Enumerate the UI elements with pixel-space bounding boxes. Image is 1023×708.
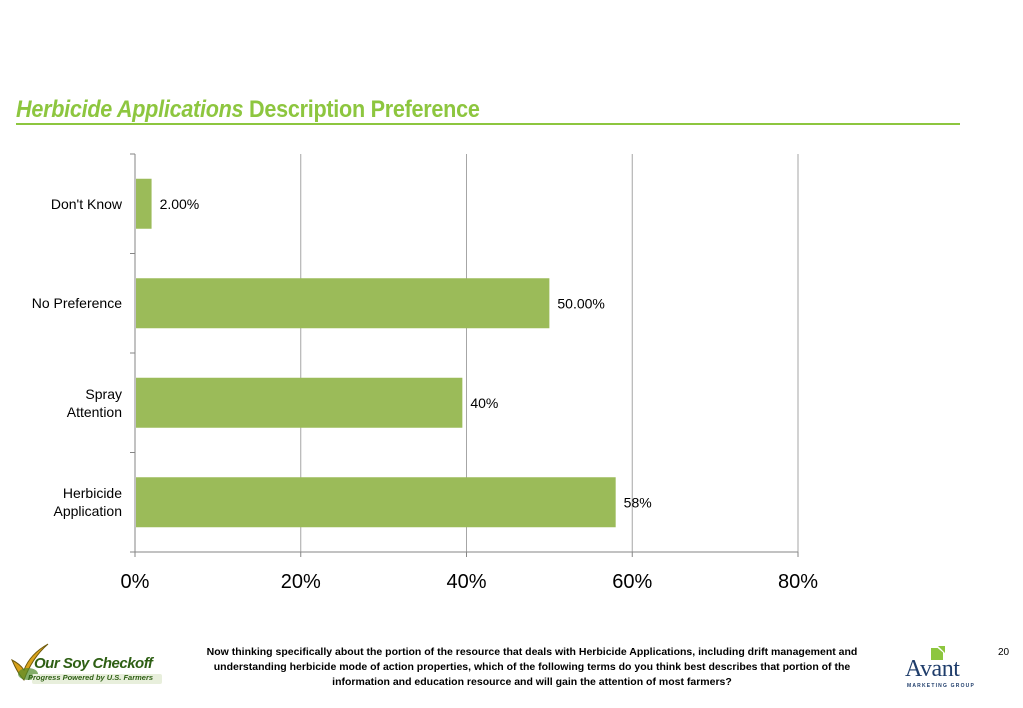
avant-logo-tagline: MARKETING GROUP: [907, 683, 975, 689]
avant-logo-name: Avant: [905, 656, 960, 682]
x-tick-label: 0%: [121, 571, 150, 593]
category-label: Herbicide Application: [53, 485, 123, 520]
category-label: No Preference: [31, 295, 122, 312]
soy-checkoff-logo: [11, 643, 162, 684]
title-italic: Herbicide Applications: [16, 96, 244, 123]
title-rest: Description Preference: [243, 96, 480, 123]
title-underline: [16, 123, 960, 125]
bar: [136, 377, 463, 428]
page-title: Herbicide Applications Description Prefe…: [16, 96, 480, 124]
bar: [136, 278, 550, 329]
data-label: 58%: [624, 494, 652, 510]
category-label: Don't Know: [50, 195, 122, 212]
data-label: 40%: [470, 395, 498, 411]
page-number: 20: [998, 647, 1010, 658]
x-tick-label: 60%: [612, 571, 652, 593]
soy-checkoff-name: Our Soy Checkoff: [34, 655, 153, 672]
bar-chart: 0% 20% 40% 60% 80% 2.00% 50.00% 40% 58%: [121, 153, 818, 593]
data-label: 2.00%: [160, 196, 200, 212]
data-label: 50.00%: [557, 295, 604, 311]
bar: [136, 178, 152, 229]
bar: [136, 477, 616, 528]
x-tick-label: 40%: [446, 571, 486, 593]
question-text: Now thinking specifically about the port…: [206, 646, 858, 688]
soy-checkoff-tagline: Progress Powered by U.S. Farmers: [28, 673, 154, 682]
avant-leaf-icon: [931, 645, 946, 660]
x-tick-label: 20%: [281, 571, 321, 593]
category-label: Spray Attention: [66, 385, 122, 420]
x-tick-label: 80%: [778, 571, 818, 593]
